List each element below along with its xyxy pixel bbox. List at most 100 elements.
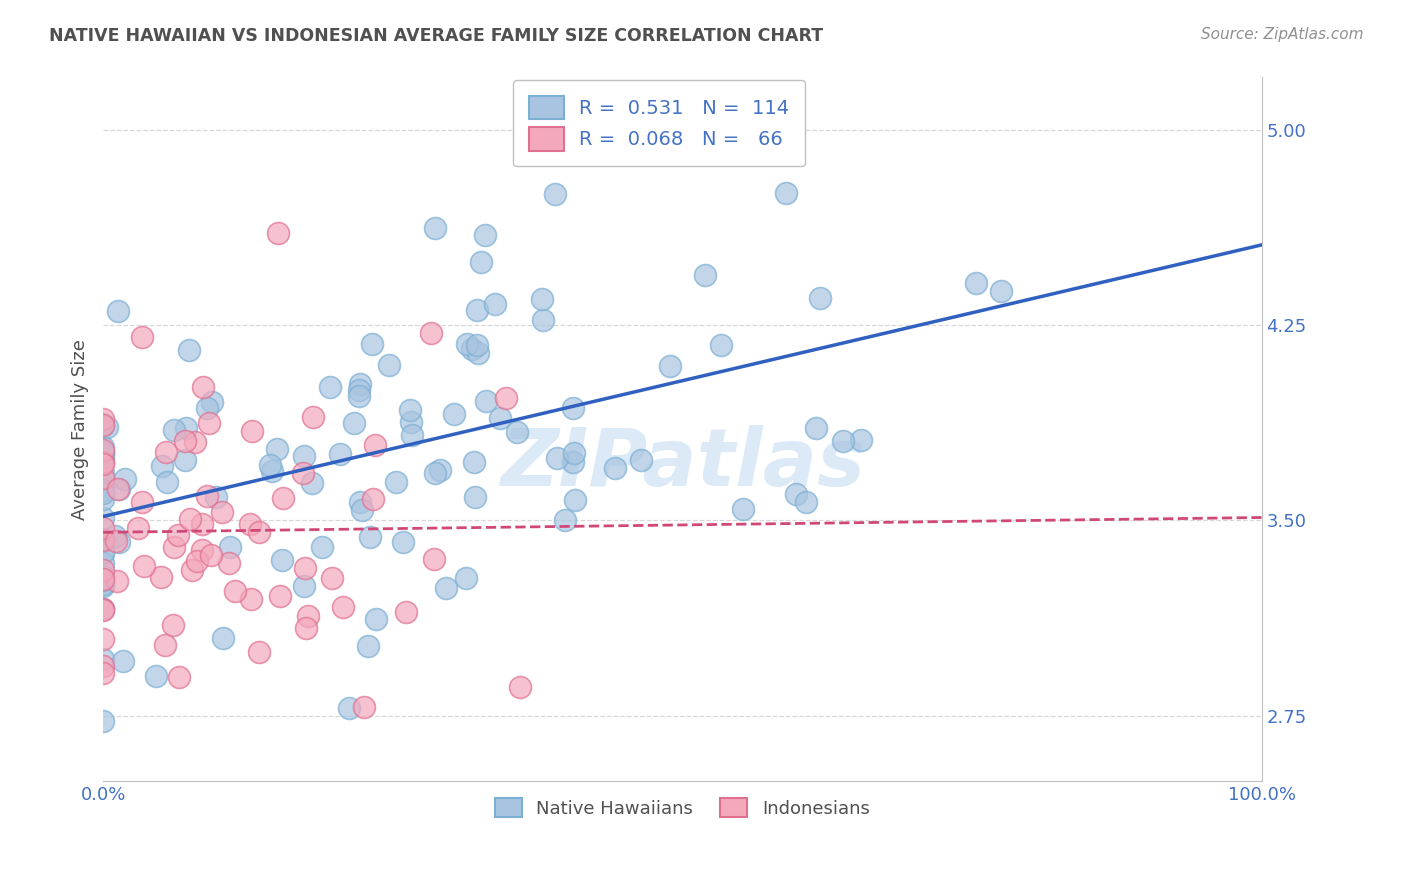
Point — [831, 434, 853, 448]
Point — [91, 447, 114, 461]
Point — [105, 574, 128, 588]
Point — [132, 559, 155, 574]
Point — [186, 554, 208, 568]
Point — [384, 475, 406, 489]
Point — [564, 493, 586, 508]
Point — [91, 544, 114, 558]
Point — [301, 476, 323, 491]
Point — [218, 556, 240, 570]
Point — [364, 438, 387, 452]
Point — [200, 548, 222, 562]
Point — [91, 658, 114, 673]
Point — [91, 563, 114, 577]
Point — [509, 680, 531, 694]
Point — [91, 568, 114, 582]
Point — [401, 428, 423, 442]
Point — [359, 530, 381, 544]
Point — [475, 393, 498, 408]
Point — [105, 534, 128, 549]
Point — [107, 303, 129, 318]
Point — [546, 450, 568, 465]
Point — [91, 417, 114, 432]
Point — [247, 644, 270, 658]
Point — [224, 583, 246, 598]
Point — [710, 338, 733, 352]
Point — [530, 292, 553, 306]
Text: NATIVE HAWAIIAN VS INDONESIAN AVERAGE FAMILY SIZE CORRELATION CHART: NATIVE HAWAIIAN VS INDONESIAN AVERAGE FA… — [49, 27, 824, 45]
Point — [91, 652, 114, 666]
Point — [239, 516, 262, 531]
Point — [259, 458, 281, 472]
Point — [167, 527, 190, 541]
Point — [91, 632, 114, 646]
Point — [91, 573, 114, 587]
Point — [111, 654, 134, 668]
Point — [484, 297, 506, 311]
Point — [495, 392, 517, 406]
Point — [204, 490, 226, 504]
Point — [91, 601, 114, 615]
Point — [463, 454, 485, 468]
Point — [114, 472, 136, 486]
Point — [270, 553, 292, 567]
Point — [659, 359, 682, 373]
Point — [489, 410, 512, 425]
Point — [357, 640, 380, 654]
Point — [454, 571, 477, 585]
Point — [561, 455, 583, 469]
Y-axis label: Average Family Size: Average Family Size — [72, 339, 89, 520]
Point — [544, 187, 567, 202]
Point — [436, 581, 458, 595]
Point — [240, 592, 263, 607]
Point — [91, 546, 114, 560]
Point — [329, 447, 352, 461]
Point — [678, 138, 700, 153]
Point — [470, 255, 492, 269]
Point — [107, 482, 129, 496]
Point — [201, 395, 224, 409]
Point — [267, 226, 290, 240]
Point — [96, 420, 118, 434]
Point — [153, 638, 176, 652]
Point — [464, 490, 486, 504]
Point — [337, 701, 360, 715]
Point — [269, 589, 291, 603]
Point — [108, 482, 131, 496]
Point — [181, 563, 204, 577]
Point — [179, 343, 201, 357]
Point — [184, 435, 207, 450]
Point — [156, 475, 179, 489]
Point — [531, 313, 554, 327]
Point — [173, 434, 195, 448]
Point — [465, 338, 488, 352]
Point — [297, 609, 319, 624]
Point — [294, 561, 316, 575]
Point — [361, 337, 384, 351]
Point — [108, 535, 131, 549]
Point — [311, 540, 333, 554]
Point — [292, 579, 315, 593]
Point — [174, 453, 197, 467]
Point — [91, 602, 114, 616]
Point — [91, 532, 114, 546]
Point — [266, 442, 288, 456]
Point — [443, 407, 465, 421]
Point — [343, 416, 366, 430]
Point — [91, 442, 114, 457]
Point — [399, 403, 422, 417]
Point — [465, 303, 488, 318]
Point — [162, 618, 184, 632]
Point — [91, 534, 114, 549]
Point — [474, 228, 496, 243]
Point — [321, 571, 343, 585]
Point — [91, 466, 114, 480]
Point — [425, 467, 447, 481]
Point — [198, 416, 221, 430]
Point — [91, 579, 114, 593]
Point — [91, 440, 114, 454]
Point — [163, 540, 186, 554]
Point — [91, 556, 114, 570]
Point — [91, 577, 114, 591]
Point — [91, 445, 114, 459]
Point — [361, 491, 384, 506]
